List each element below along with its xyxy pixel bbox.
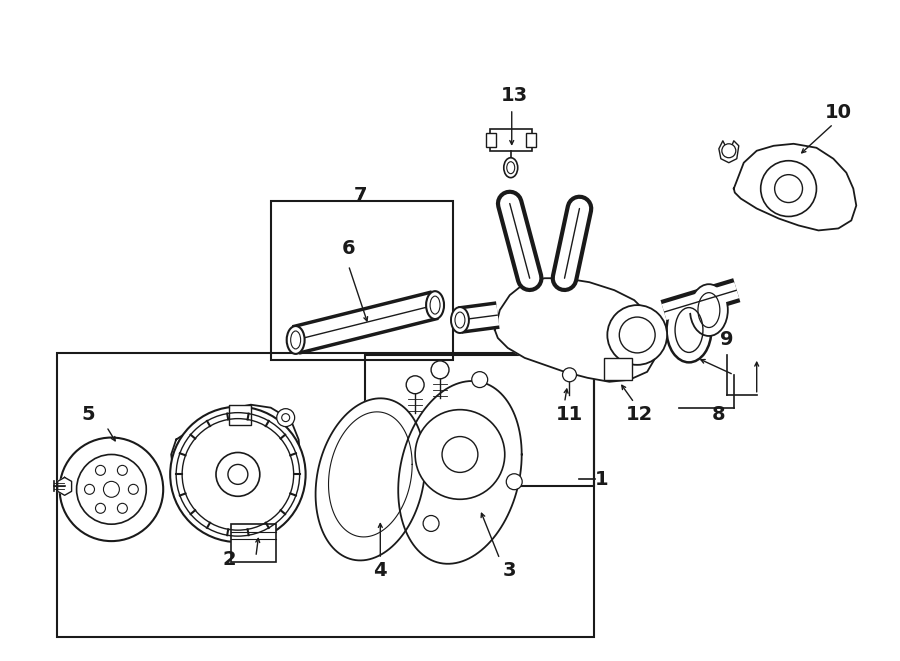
Circle shape — [562, 368, 577, 382]
Circle shape — [423, 516, 439, 531]
Text: 1: 1 — [594, 470, 608, 489]
Circle shape — [722, 144, 736, 158]
Text: 13: 13 — [501, 87, 528, 106]
Circle shape — [276, 408, 294, 426]
Circle shape — [170, 407, 306, 542]
Circle shape — [507, 474, 522, 490]
Bar — [229, 405, 251, 424]
Polygon shape — [171, 405, 301, 529]
Polygon shape — [495, 278, 659, 382]
Text: 7: 7 — [354, 186, 367, 205]
Ellipse shape — [287, 326, 304, 354]
Bar — [271, 200, 453, 360]
Circle shape — [608, 305, 667, 365]
Circle shape — [85, 485, 94, 494]
Circle shape — [117, 503, 128, 514]
Text: 4: 4 — [374, 561, 387, 580]
Circle shape — [228, 465, 248, 485]
Text: 2: 2 — [222, 549, 236, 568]
Circle shape — [104, 481, 120, 497]
Ellipse shape — [451, 307, 469, 333]
Polygon shape — [734, 144, 856, 231]
Bar — [486, 133, 496, 147]
Circle shape — [415, 410, 505, 499]
Circle shape — [472, 371, 488, 387]
Ellipse shape — [504, 158, 518, 178]
Text: 9: 9 — [720, 330, 733, 350]
Circle shape — [59, 438, 163, 541]
Bar — [57, 353, 594, 637]
Text: 5: 5 — [82, 405, 95, 424]
Text: 11: 11 — [556, 405, 583, 424]
Text: 3: 3 — [503, 561, 517, 580]
Circle shape — [117, 465, 128, 475]
Bar — [604, 358, 632, 380]
Circle shape — [431, 361, 449, 379]
Bar — [365, 355, 594, 486]
Bar — [231, 524, 275, 562]
Bar — [490, 129, 532, 151]
Ellipse shape — [690, 284, 728, 336]
Polygon shape — [398, 381, 522, 564]
Text: 12: 12 — [626, 405, 652, 424]
Ellipse shape — [667, 297, 711, 362]
Circle shape — [216, 453, 260, 496]
Bar — [526, 133, 536, 147]
Ellipse shape — [426, 291, 444, 319]
Text: 10: 10 — [825, 103, 852, 122]
Circle shape — [760, 161, 816, 217]
Circle shape — [442, 436, 478, 473]
Circle shape — [129, 485, 139, 494]
Polygon shape — [58, 477, 72, 495]
Text: 8: 8 — [712, 405, 725, 424]
Circle shape — [95, 465, 105, 475]
Circle shape — [95, 503, 105, 514]
Polygon shape — [719, 141, 739, 163]
Text: 6: 6 — [342, 239, 356, 258]
Circle shape — [406, 376, 424, 394]
Polygon shape — [316, 399, 425, 561]
